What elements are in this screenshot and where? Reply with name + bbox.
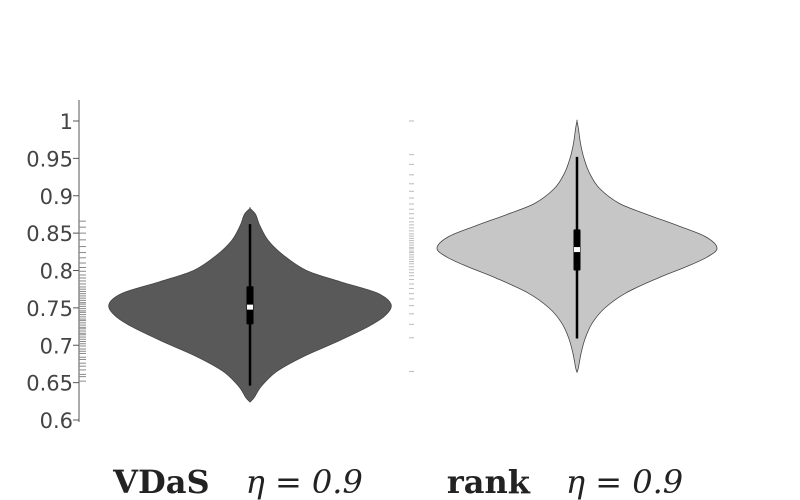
y-tick-label: 0.6	[40, 409, 73, 433]
y-tick-label: 0.95	[26, 147, 73, 171]
rug-plots	[79, 120, 414, 382]
y-tick-label: 0.75	[26, 297, 73, 321]
category-name: VDaS	[112, 463, 209, 500]
y-tick-label: 1	[60, 110, 73, 134]
category-label-rank: rank η = 0.9	[447, 463, 683, 500]
median-marker	[247, 304, 253, 310]
y-tick-label: 0.7	[40, 334, 73, 358]
y-tick-label: 0.85	[26, 222, 73, 246]
category-label-vdas: VDaS η = 0.9	[112, 463, 363, 500]
y-tick-label: 0.65	[26, 372, 73, 396]
eta-label: η = 0.9	[566, 463, 683, 500]
median-marker	[574, 247, 580, 253]
y-axis: 0.6 0.65 0.7 0.75 0.8 0.85 0.9 0.95 1	[26, 100, 80, 433]
y-tick-label: 0.9	[40, 185, 73, 209]
y-tick-label: 0.8	[40, 260, 73, 284]
violins	[108, 119, 718, 403]
category-name: rank	[447, 463, 531, 500]
eta-label: η = 0.9	[246, 463, 363, 500]
category-labels: VDaS η = 0.9 rank η = 0.9	[112, 463, 683, 500]
